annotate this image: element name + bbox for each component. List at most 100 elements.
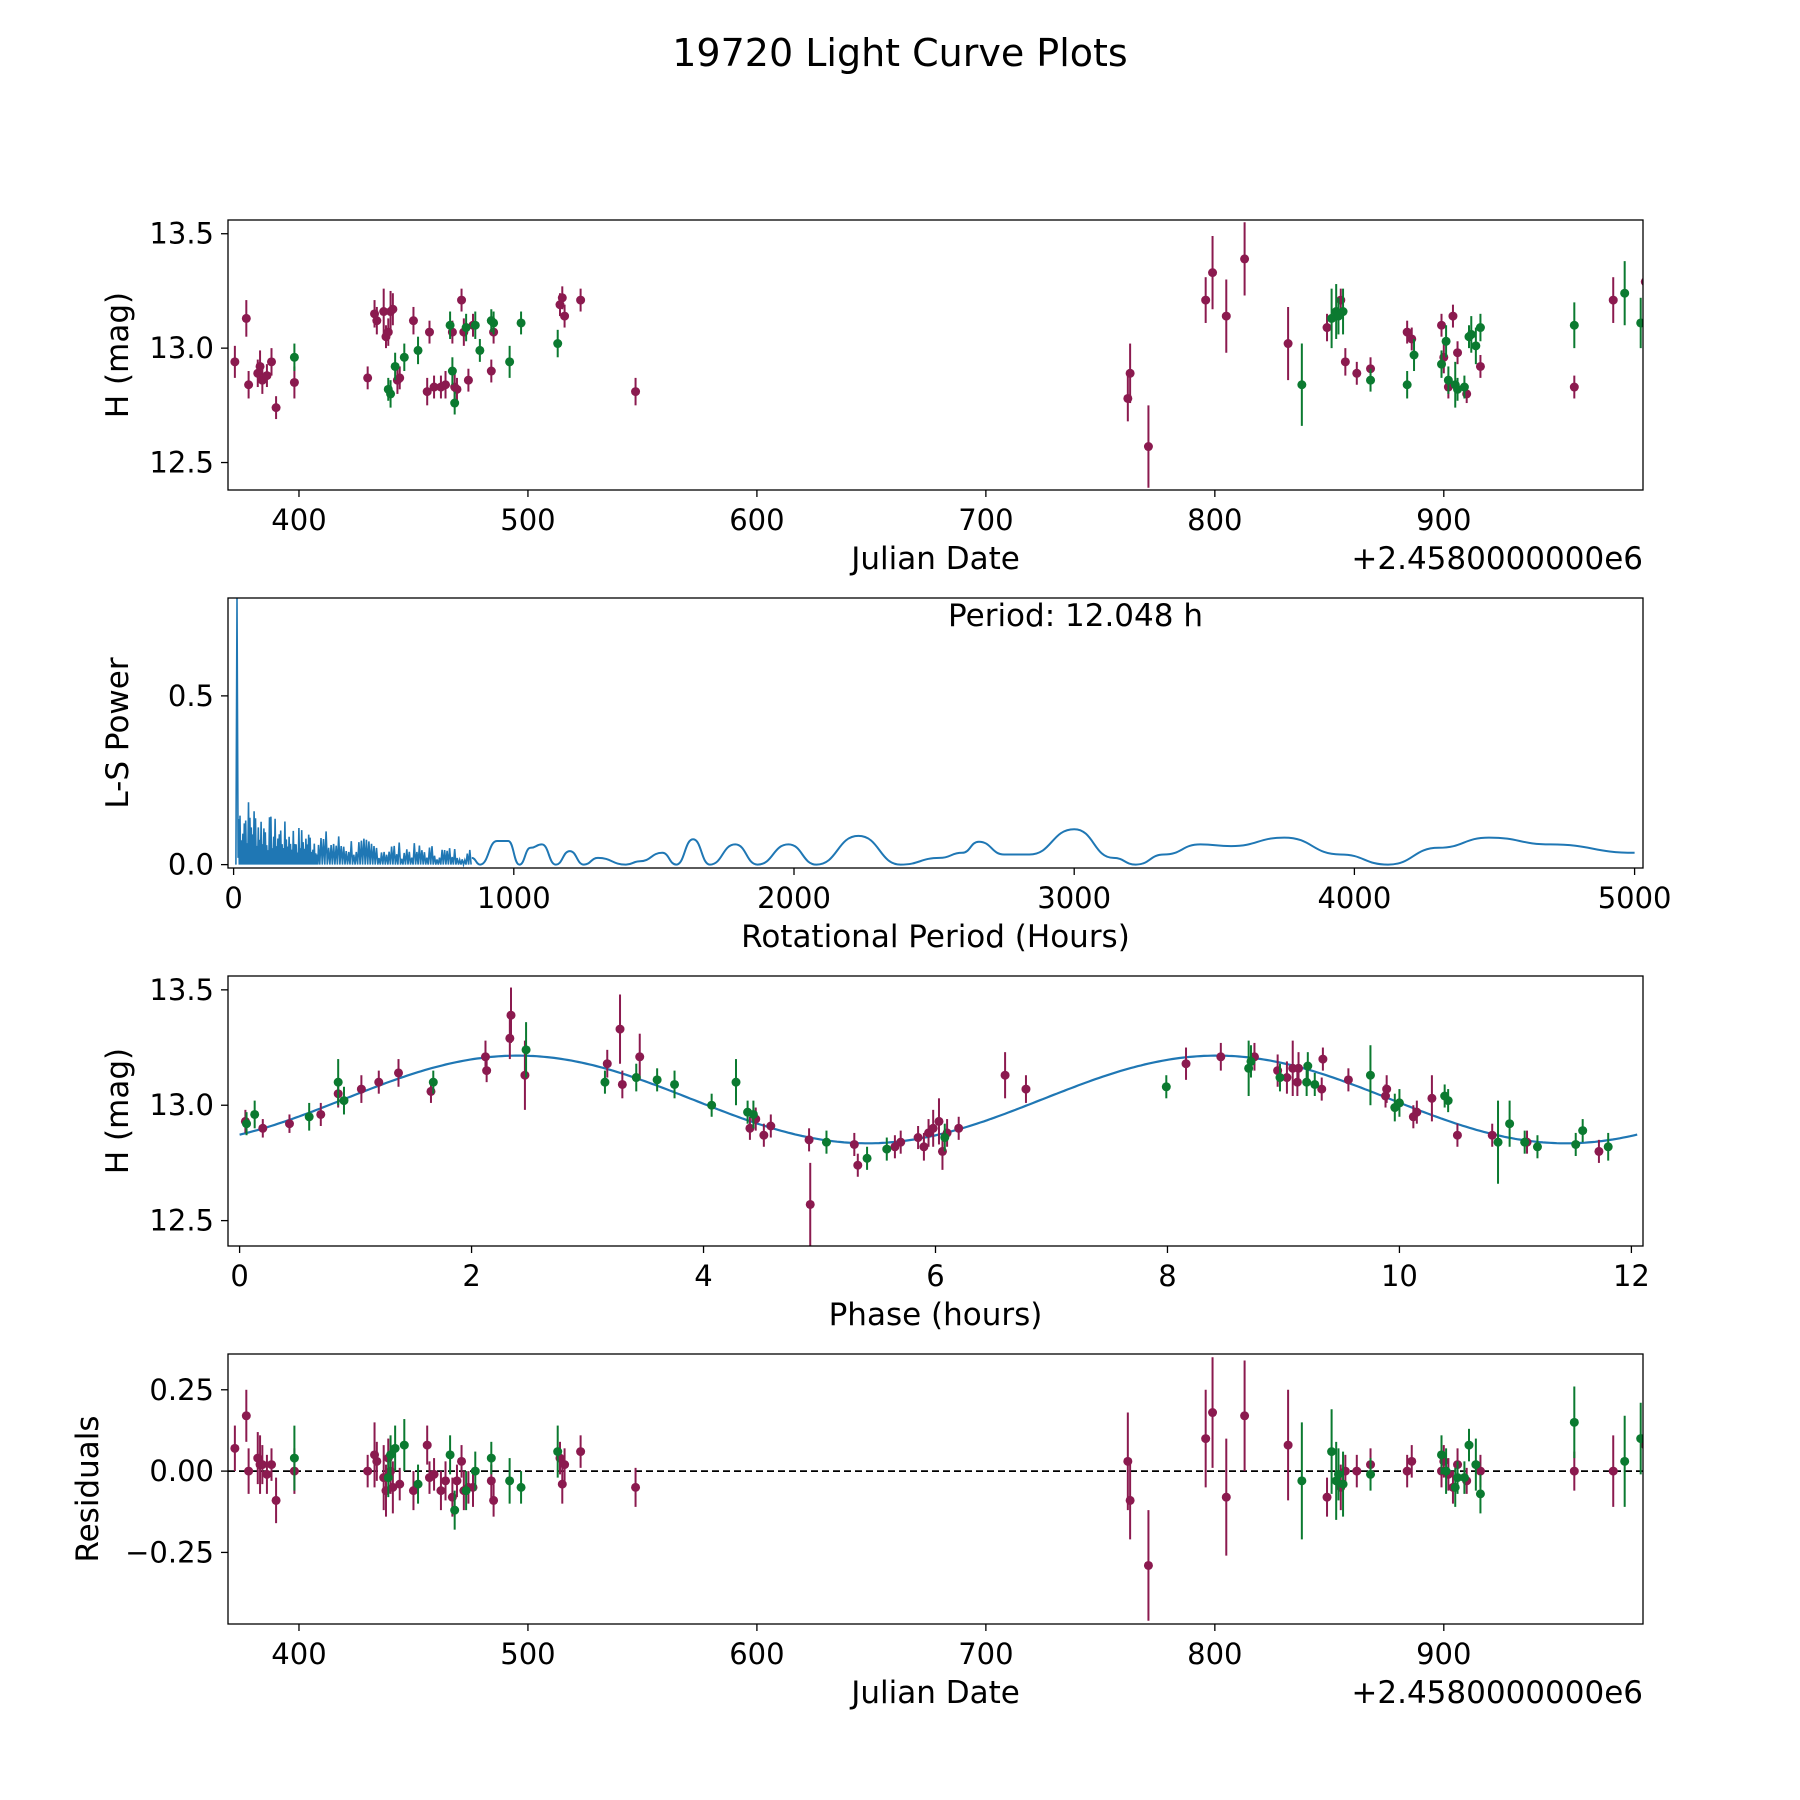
data-point-green: [1437, 359, 1447, 369]
data-point-green: [461, 323, 471, 333]
y-tick-label: −0.25: [125, 1535, 214, 1569]
data-point-green: [1246, 1056, 1256, 1066]
data-point-green: [475, 345, 485, 355]
data-point-green: [399, 352, 409, 362]
x-tick-label: 800: [1187, 503, 1242, 537]
data-point-green: [1459, 382, 1469, 392]
data-point-green: [1532, 1142, 1542, 1152]
y-tick-label: 12.5: [149, 1204, 214, 1238]
data-point-magenta: [1283, 1440, 1293, 1450]
data-point-green: [461, 1486, 471, 1496]
data-point-magenta: [241, 313, 251, 323]
data-point-green: [748, 1109, 758, 1119]
data-point-magenta: [1208, 1408, 1218, 1418]
data-point-green: [1338, 307, 1348, 317]
panel-phase-fold: 0 2 4 6 8 10 12 12.5 13.0 13.5 Phase (hours) H (mag…: [100, 973, 1650, 1333]
x-axis-label: Rotational Period (Hours): [741, 919, 1130, 955]
data-point-magenta: [560, 311, 570, 321]
data-point-green: [390, 1443, 400, 1453]
data-point-magenta: [557, 293, 567, 303]
data-point-green: [250, 1109, 260, 1119]
data-point-green: [1493, 1137, 1503, 1147]
data-point-magenta: [262, 371, 272, 381]
data-point-green: [445, 320, 455, 330]
data-point-magenta: [395, 373, 405, 383]
data-point-green: [516, 318, 526, 328]
x-tick-label: 900: [1416, 1637, 1471, 1671]
data-point-magenta: [615, 1024, 625, 1034]
data-point-green: [289, 1453, 299, 1463]
data-point-magenta: [482, 1066, 492, 1076]
data-point-green: [1338, 1479, 1348, 1489]
data-point-magenta: [1201, 295, 1211, 305]
data-point-green: [1297, 380, 1307, 390]
data-point-green: [600, 1077, 610, 1087]
data-point-green: [1366, 1469, 1376, 1479]
data-point-magenta: [258, 1123, 268, 1133]
data-point-magenta: [429, 382, 439, 392]
data-point-green: [486, 1453, 496, 1463]
data-point-magenta: [766, 1121, 776, 1131]
data-point-magenta: [602, 1059, 612, 1069]
data-point-green: [1366, 375, 1376, 385]
x-tick-label: 800: [1187, 1637, 1242, 1671]
data-point-magenta: [1292, 1077, 1302, 1087]
data-point-magenta: [486, 366, 496, 376]
y-tick-label: 0.5: [168, 679, 214, 713]
data-point-green: [1636, 318, 1643, 328]
data-point-magenta: [1317, 1084, 1327, 1094]
data-point-green: [1327, 313, 1337, 323]
data-point-magenta: [896, 1137, 906, 1147]
plot-area: [239, 987, 1638, 1246]
data-point-magenta: [363, 1466, 373, 1476]
data-point-magenta: [1594, 1146, 1604, 1156]
x-tick-label: 4000: [1317, 881, 1391, 915]
x-tick-label: 6: [926, 1259, 944, 1293]
data-point-magenta: [1453, 348, 1463, 358]
data-point-magenta: [395, 1479, 405, 1489]
data-point-green: [1571, 1139, 1581, 1149]
data-point-magenta: [635, 1052, 645, 1062]
data-point-magenta: [408, 316, 418, 326]
data-point-green: [1443, 1096, 1453, 1106]
data-point-magenta: [463, 375, 473, 385]
data-point-magenta: [1322, 323, 1332, 333]
data-point-magenta: [631, 1482, 641, 1492]
y-tick-label: 0.25: [149, 1373, 214, 1407]
x-tick-label: 4: [694, 1259, 712, 1293]
data-point-magenta: [1021, 1084, 1031, 1094]
data-point-magenta: [1240, 1411, 1250, 1421]
x-tick-label: 2: [462, 1259, 480, 1293]
periodogram-line: [471, 828, 1635, 866]
plot-area: [230, 222, 1643, 488]
data-point-green: [386, 389, 396, 399]
x-tick-label: 700: [958, 503, 1013, 537]
data-point-green: [413, 345, 423, 355]
data-point-green: [1409, 350, 1419, 360]
x-axis-label: Julian Date: [849, 541, 1020, 577]
data-point-green: [652, 1075, 662, 1085]
data-point-green: [1394, 1098, 1404, 1108]
data-point-magenta: [489, 1495, 499, 1505]
data-point-magenta: [457, 295, 467, 305]
data-point-magenta: [1352, 368, 1362, 378]
data-point-green: [731, 1077, 741, 1087]
data-point-green: [428, 1077, 438, 1087]
x-axis-label: Julian Date: [849, 1675, 1020, 1711]
data-point-magenta: [557, 1479, 567, 1489]
axes-frame: [227, 597, 1644, 869]
data-point-magenta: [1216, 1052, 1226, 1062]
data-point-green: [1310, 1079, 1320, 1089]
data-point-magenta: [429, 1469, 439, 1479]
data-point-magenta: [388, 304, 398, 314]
data-point-magenta: [520, 1070, 530, 1080]
data-point-magenta: [560, 1460, 570, 1470]
data-point-green: [1578, 1126, 1588, 1136]
data-point-green: [1603, 1142, 1613, 1152]
data-point-green: [940, 1133, 950, 1143]
data-point-magenta: [745, 1123, 755, 1133]
data-point-magenta: [1282, 1073, 1292, 1083]
x-tick-label: 12: [1613, 1259, 1650, 1293]
data-point-magenta: [1318, 1054, 1328, 1064]
data-point-magenta: [853, 1160, 863, 1170]
